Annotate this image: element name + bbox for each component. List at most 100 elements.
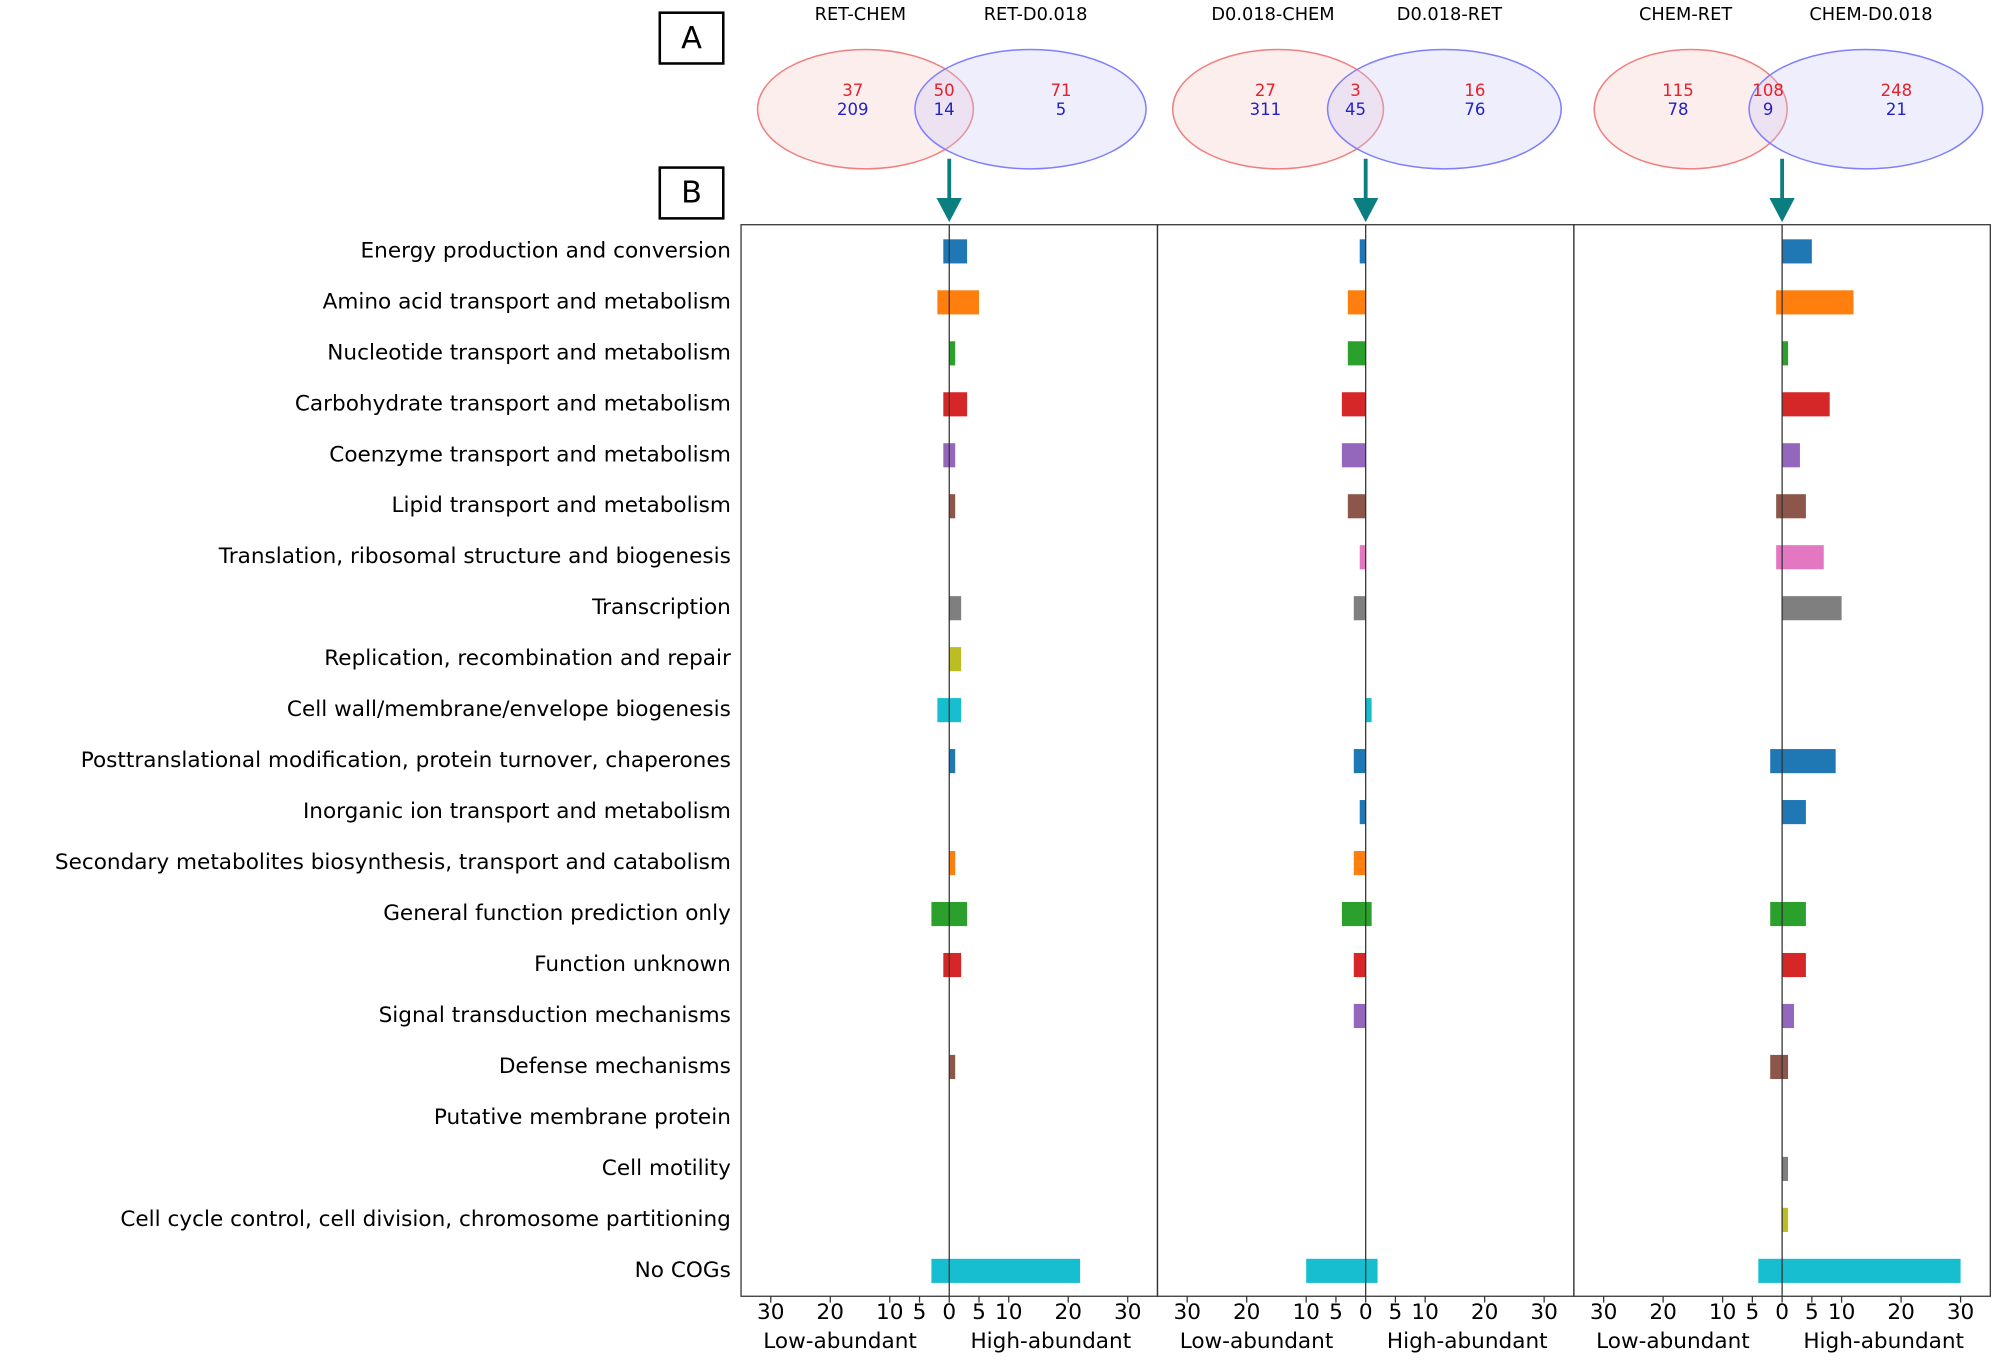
bar	[1359, 545, 1366, 570]
x-axis-label: High-abundant	[970, 1329, 1131, 1354]
x-tick-label: 5	[972, 1300, 986, 1325]
bar	[949, 1054, 956, 1080]
category-label: Coenzyme transport and metabolism	[329, 442, 731, 467]
venn-label: RET-D0.018	[984, 5, 1088, 25]
bar	[1782, 749, 1836, 774]
x-axis-label: Low-abundant	[1596, 1329, 1750, 1354]
bar	[1365, 901, 1372, 927]
x-tick-label: 0	[1775, 1300, 1789, 1325]
arrow-head	[1352, 198, 1379, 223]
venn-count: 78	[1668, 100, 1689, 119]
venn-count: 71	[1050, 81, 1071, 100]
bar	[1782, 290, 1854, 315]
venn-count: 21	[1886, 100, 1907, 119]
bar	[1776, 290, 1783, 315]
venn-count: 311	[1250, 100, 1282, 119]
bar	[949, 1258, 1081, 1283]
x-tick-label: 5	[1389, 1300, 1403, 1325]
bar	[949, 901, 968, 927]
venn-count: 37	[842, 81, 863, 100]
bar	[937, 290, 950, 315]
x-tick-label: 30	[1173, 1300, 1200, 1325]
bar	[943, 392, 950, 417]
x-tick-label: 5	[1329, 1300, 1343, 1325]
x-axis-label: Low-abundant	[1180, 1329, 1334, 1354]
venn-count: 14	[934, 100, 955, 119]
venn-count: 45	[1345, 100, 1366, 119]
bar	[949, 392, 968, 417]
venn-left	[1593, 48, 1788, 170]
venn-label: D0.018-CHEM	[1211, 5, 1334, 25]
x-axis-label: Low-abundant	[763, 1329, 917, 1354]
category-label: Cell cycle control, cell division, chrom…	[120, 1207, 731, 1232]
bar	[1782, 596, 1842, 621]
category-label: Energy production and conversion	[361, 238, 731, 263]
category-label: Signal transduction mechanisms	[379, 1003, 731, 1028]
bar	[943, 239, 950, 264]
bar	[1758, 1258, 1783, 1283]
bar	[937, 698, 950, 723]
category-label: Putative membrane protein	[434, 1105, 731, 1130]
bar	[949, 698, 962, 723]
category-label: Replication, recombination and repair	[324, 646, 731, 671]
category-label: Cell wall/membrane/envelope biogenesis	[287, 697, 731, 722]
x-axis-label: High-abundant	[1803, 1329, 1964, 1354]
x-tick-label: 10	[876, 1300, 903, 1325]
venn-count: 209	[837, 100, 869, 119]
venn-label: D0.018-RET	[1397, 5, 1503, 25]
bar	[949, 596, 962, 621]
venn-right	[1326, 48, 1562, 170]
bar	[1365, 1258, 1378, 1283]
x-tick-label: 10	[1292, 1300, 1319, 1325]
bar	[1347, 494, 1366, 519]
bar	[1770, 1054, 1783, 1080]
arrow-head	[1769, 198, 1795, 223]
x-tick-label: 30	[757, 1300, 784, 1325]
x-tick-label: 20	[1471, 1300, 1498, 1325]
bar	[1782, 392, 1830, 417]
x-tick-label: 5	[1805, 1300, 1819, 1325]
bar	[1347, 341, 1366, 366]
bar	[949, 443, 956, 468]
bar	[1782, 545, 1824, 570]
venn-count: 5	[1056, 100, 1067, 119]
x-tick-label: 20	[1233, 1300, 1260, 1325]
x-tick-label: 0	[1359, 1300, 1373, 1325]
category-label: Amino acid transport and metabolism	[323, 289, 731, 314]
panel-label: A	[681, 21, 702, 56]
category-label: Secondary metabolites biosynthesis, tran…	[55, 850, 731, 875]
bar	[1782, 1003, 1795, 1029]
venn-label: CHEM-RET	[1639, 5, 1732, 25]
bar	[1770, 749, 1783, 774]
x-tick-label: 30	[1947, 1300, 1974, 1325]
bar	[1782, 901, 1806, 927]
category-label: Translation, ribosomal structure and bio…	[218, 544, 731, 569]
venn-count: 16	[1464, 81, 1485, 100]
venn-left	[756, 48, 975, 170]
bar	[949, 749, 956, 774]
bar	[1782, 239, 1812, 264]
x-tick-label: 30	[1530, 1300, 1557, 1325]
category-label: Posttranslational modification, protein …	[81, 748, 731, 773]
venn-count: 108	[1752, 81, 1784, 100]
bar	[1782, 494, 1806, 519]
x-tick-label: 10	[1828, 1300, 1855, 1325]
x-tick-label: 20	[1887, 1300, 1914, 1325]
x-tick-label: 20	[817, 1300, 844, 1325]
category-label: General function prediction only	[383, 901, 731, 926]
bar	[1782, 1156, 1789, 1181]
x-tick-label: 5	[913, 1300, 927, 1325]
x-tick-label: 10	[1411, 1300, 1438, 1325]
bar	[1353, 749, 1366, 774]
bar	[949, 952, 962, 978]
bar	[1341, 443, 1366, 468]
venn-label: CHEM-D0.018	[1809, 5, 1932, 25]
x-axis-label: High-abundant	[1387, 1329, 1548, 1354]
bar	[1776, 545, 1783, 570]
category-label: Inorganic ion transport and metabolism	[303, 799, 731, 824]
x-tick-label: 0	[942, 1300, 956, 1325]
venn-count: 115	[1662, 81, 1694, 100]
category-label: Transcription	[591, 595, 731, 620]
bar	[949, 290, 980, 315]
bar	[1353, 851, 1366, 876]
